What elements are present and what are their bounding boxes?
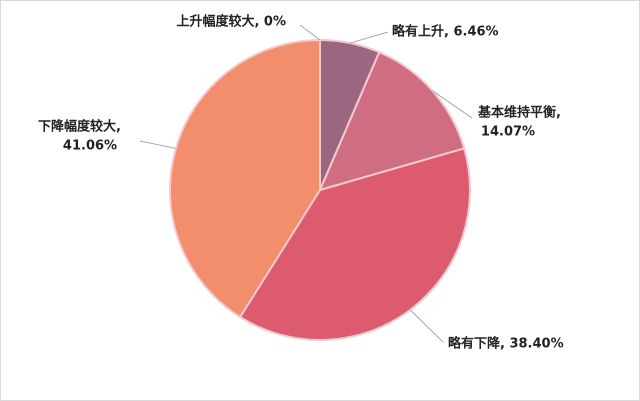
pie-slice <box>169 38 321 319</box>
leader-line <box>350 31 389 44</box>
data-label: 略有下降, 38.40% <box>448 336 564 352</box>
pie-slice <box>318 50 466 192</box>
pie <box>169 38 471 341</box>
data-label: 略有上升, 6.46% <box>392 24 499 40</box>
data-label: 基本维持平衡, <box>477 105 561 121</box>
data-label: 上升幅度较大, 0% <box>176 14 286 30</box>
leader-line <box>299 24 321 41</box>
pie-slice <box>238 147 471 341</box>
data-label: 下降幅度较大, <box>38 119 121 135</box>
leader-line <box>432 90 473 119</box>
leader-line <box>409 309 444 343</box>
data-labels: 上升幅度较大, 0% 略有上升, 6.46% 基本维持平衡, 14.07% 略有下降, … <box>38 14 564 352</box>
data-label: 14.07% <box>481 125 535 140</box>
leader-line <box>139 140 176 149</box>
data-label: 41.06% <box>63 139 117 154</box>
